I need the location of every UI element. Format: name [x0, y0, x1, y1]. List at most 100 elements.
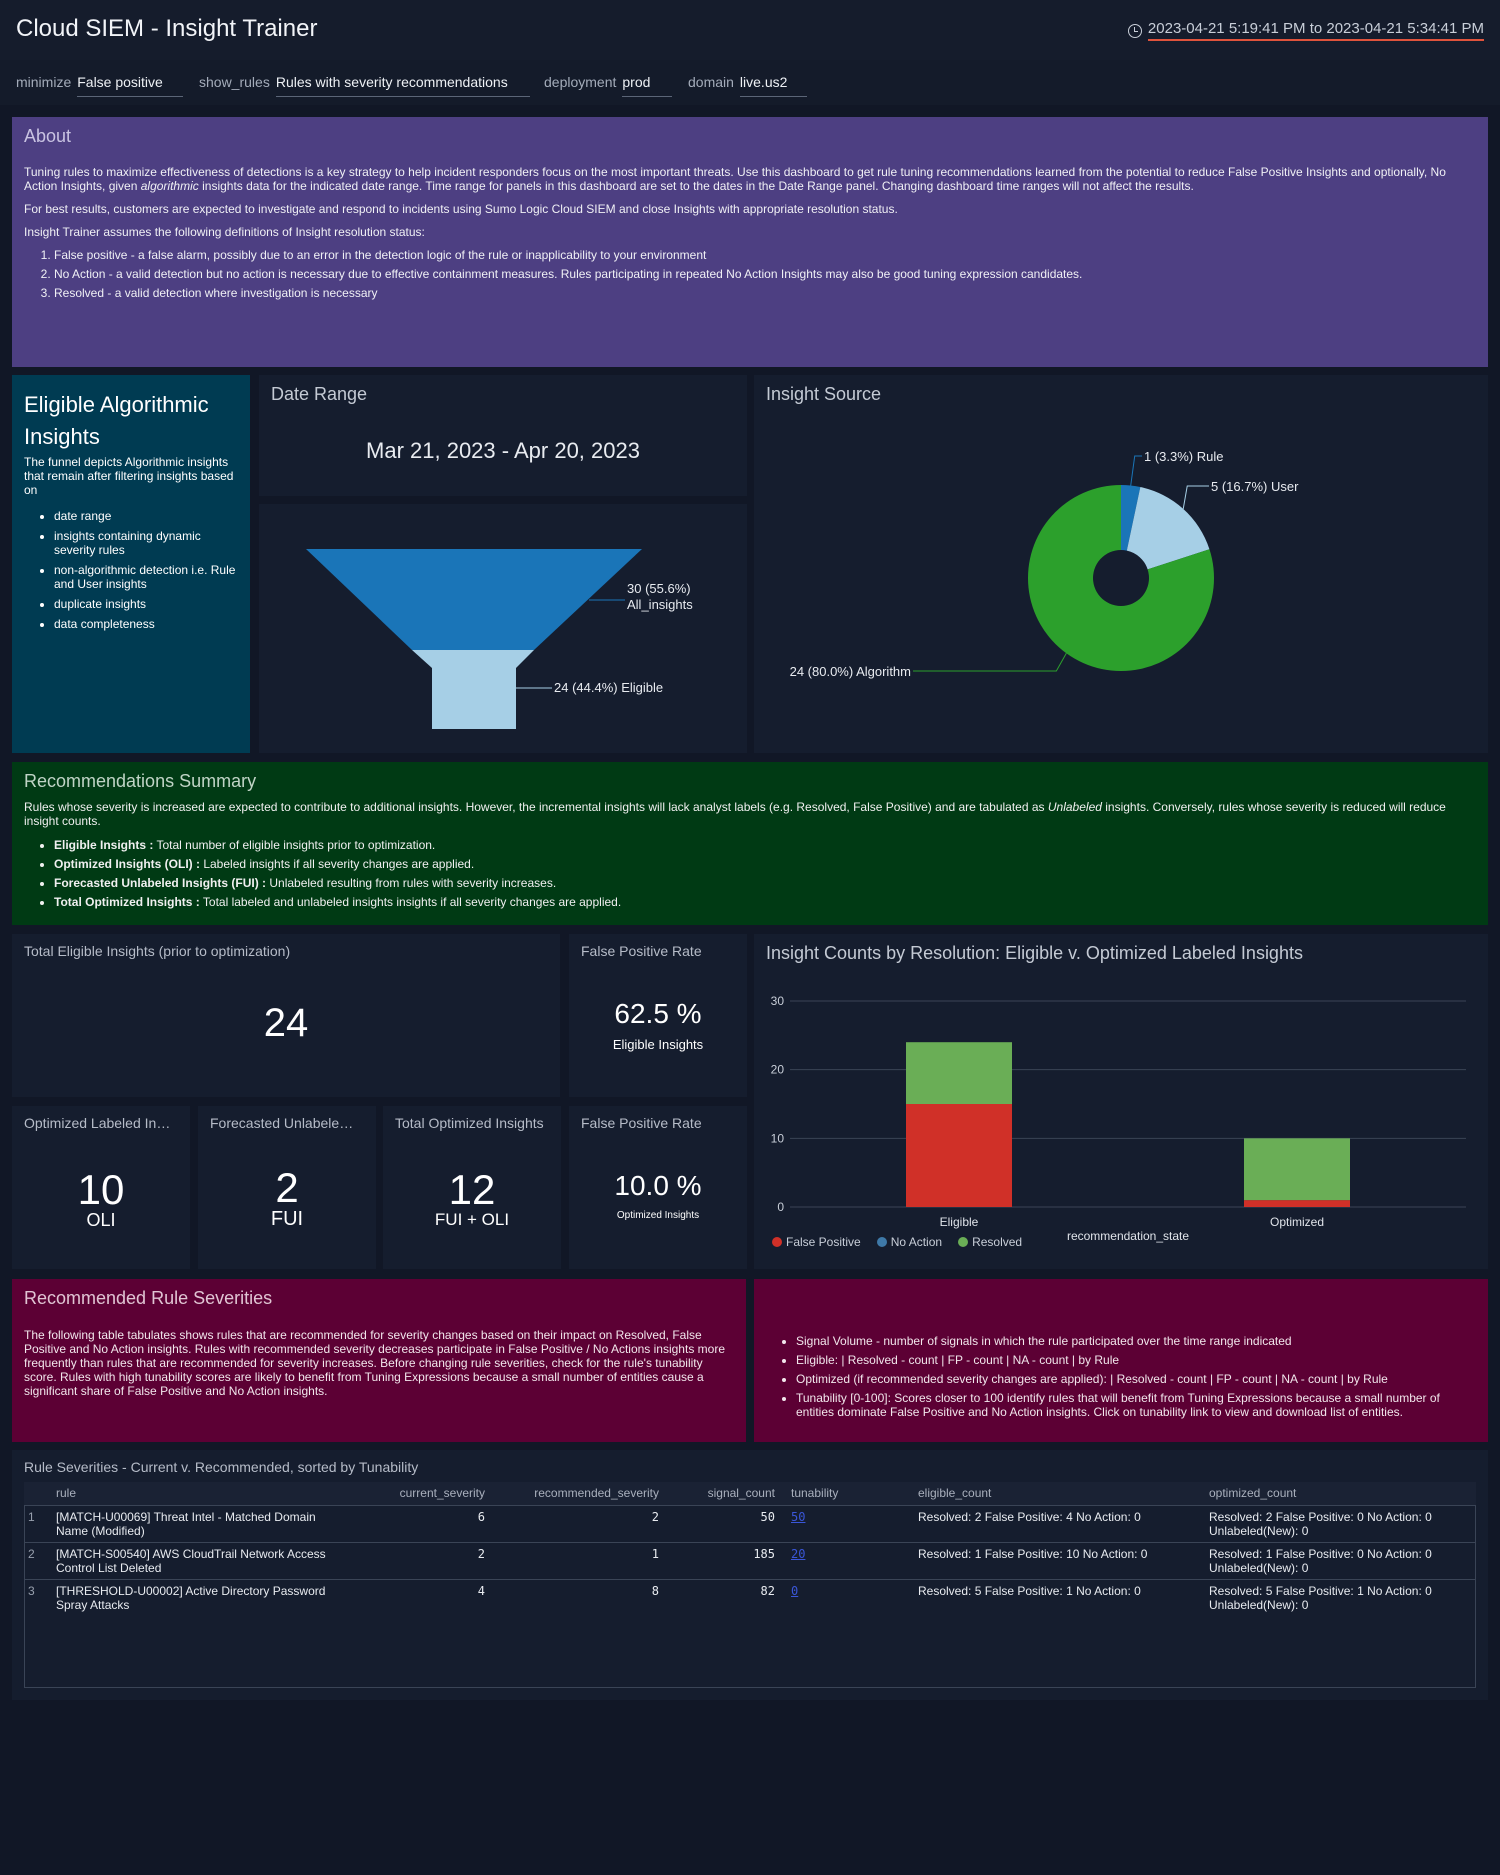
column-header-current-severity[interactable]: current_severity	[348, 1482, 493, 1505]
dashboard-title: Cloud SIEM - Insight Trainer	[16, 15, 318, 42]
text: Unlabeled	[1047, 800, 1102, 814]
rule-severities-table: rule current_severity recommended_severi…	[24, 1482, 1476, 1616]
row-index: 2	[24, 1541, 48, 1579]
legend-swatch	[876, 1237, 887, 1247]
pie-slice[interactable]	[1126, 487, 1210, 570]
filter-label: show_rules	[199, 74, 270, 90]
column-header-signal-count[interactable]: signal_count	[667, 1482, 783, 1505]
list-item: Tunability [0-100]: Scores closer to 100…	[796, 1391, 1468, 1419]
pie-leader-line	[913, 652, 1067, 672]
table-row: 3 [THRESHOLD-U00002] Active Directory Pa…	[24, 1578, 1476, 1616]
legend-item-no-action[interactable]: No Action	[876, 1235, 943, 1249]
list-item: non-algorithmic detection i.e. Rule and …	[54, 563, 240, 591]
total-optimized-subtitle: FUI + OLI	[434, 1210, 510, 1229]
list-item: Eligible Insights : Total number of elig…	[54, 838, 1458, 852]
list-item: date range	[54, 509, 240, 523]
panel-title: About	[24, 126, 72, 146]
filter-show-rules[interactable]: show_rules Rules with severity recommend…	[199, 74, 530, 97]
about-definitions: Insight Trainer assumes the following de…	[24, 225, 425, 239]
column-header-recommended-severity[interactable]: recommended_severity	[493, 1482, 667, 1505]
column-definitions-panel: Signal Volume - number of signals in whi…	[754, 1279, 1488, 1442]
panel-description: The funnel depicts Algorithmic insights …	[24, 455, 234, 497]
eligible-count-cell: Resolved: 5 False Positive: 1 No Action:…	[910, 1578, 1201, 1616]
filter-value[interactable]: live.us2	[739, 74, 807, 97]
current-severity-cell: 2	[348, 1541, 493, 1579]
filter-value[interactable]: Rules with severity recommendations	[275, 74, 530, 97]
panel-title: Recommended Rule Severities	[24, 1288, 273, 1308]
bar-segment[interactable]	[1244, 1138, 1350, 1201]
x-tick-label: Eligible	[940, 1215, 979, 1229]
optimized-count-cell: Resolved: 5 False Positive: 1 No Action:…	[1201, 1578, 1476, 1616]
recommended-rule-severities-panel: Recommended Rule Severities The followin…	[12, 1279, 746, 1442]
optimized-count-cell: Resolved: 2 False Positive: 0 No Action:…	[1201, 1504, 1476, 1542]
table-row: 2 [MATCH-S00540] AWS CloudTrail Network …	[24, 1541, 1476, 1579]
filter-value[interactable]: prod	[622, 74, 673, 97]
legend-swatch	[772, 1237, 782, 1247]
clock-icon	[1127, 23, 1142, 38]
rule-severities-table-panel: Rule Severities - Current v. Recommended…	[12, 1450, 1488, 1700]
about-best-results: For best results, customers are expected…	[24, 202, 898, 216]
tunability-link[interactable]: 20	[791, 1546, 806, 1561]
bar-segment[interactable]	[906, 1042, 1012, 1104]
row-index: 3	[24, 1578, 48, 1616]
funnel-stage-all-insights	[306, 549, 642, 650]
panel-title: Rule Severities - Current v. Recommended…	[24, 1459, 419, 1475]
time-range-text[interactable]: 2023-04-21 5:19:41 PM to 2023-04-21 5:34…	[1147, 20, 1484, 41]
list-item: Optimized (if recommended severity chang…	[796, 1372, 1468, 1386]
legend-label: Resolved	[972, 1235, 1023, 1249]
list-item: Forecasted Unlabeled Insights (FUI) : Un…	[54, 876, 1458, 890]
about-panel: About Tuning rules to maximize effective…	[12, 117, 1488, 367]
recommendations-summary-panel: Recommendations Summary Rules whose seve…	[12, 762, 1488, 925]
column-header-tunability[interactable]: tunability	[783, 1482, 910, 1505]
column-header-index	[24, 1482, 48, 1505]
text: Total Optimized Insights :	[54, 895, 200, 909]
pie-leader-line	[1182, 485, 1209, 509]
dashboard-header: Cloud SIEM - Insight Trainer 2023-04-21 …	[0, 0, 1500, 60]
filter-value[interactable]: False positive	[77, 74, 184, 97]
list-item: No Action - a valid detection but no act…	[54, 267, 1458, 281]
column-header-eligible-count[interactable]: eligible_count	[910, 1482, 1201, 1505]
column-header-optimized-count[interactable]: optimized_count	[1201, 1482, 1476, 1505]
panel-title: Recommendations Summary	[24, 771, 257, 791]
table-row: 1 [MATCH-U00069] Threat Intel - Matched …	[24, 1504, 1476, 1542]
fpr-eligible-value: 62.5 %	[614, 998, 702, 1029]
legend-label: No Action	[890, 1235, 943, 1249]
filter-label: minimize	[16, 74, 72, 90]
eligible-algorithmic-insights-panel: Eligible Algorithmic Insights The funnel…	[12, 375, 250, 753]
current-severity-cell: 6	[348, 1504, 493, 1542]
recsum-intro: Rules whose severity is increased are ex…	[24, 800, 1458, 828]
funnel-label-all-insights-name: All_insights	[627, 597, 693, 612]
text: Rules whose severity is increased are ex…	[24, 800, 1048, 814]
bar-segment[interactable]	[1244, 1200, 1350, 1207]
about-intro: Tuning rules to maximize effectiveness o…	[24, 165, 1458, 193]
legend-item-false-positive[interactable]: False Positive	[772, 1235, 861, 1249]
pie-slice[interactable]	[1121, 485, 1141, 551]
funnel-panel: 30 (55.6%) All_insights 24 (44.4%) Eligi…	[259, 504, 747, 753]
filter-domain[interactable]: domain live.us2	[688, 74, 807, 97]
pie-slice[interactable]	[1028, 485, 1214, 671]
panel-title: Total Eligible Insights (prior to optimi…	[24, 943, 291, 959]
text: insights data for the indicated date ran…	[198, 179, 1194, 193]
list-item: data completeness	[54, 617, 240, 631]
filter-minimize[interactable]: minimize False positive	[16, 74, 184, 97]
panel-title: Eligible Algorithmic Insights	[24, 392, 209, 449]
legend-item-resolved[interactable]: Resolved	[958, 1235, 1022, 1249]
false-positive-rate-eligible-panel: False Positive Rate 62.5 % Eligible Insi…	[569, 934, 747, 1097]
list-item: duplicate insights	[54, 597, 240, 611]
current-severity-cell: 4	[348, 1578, 493, 1616]
tunability-cell: 50	[783, 1504, 910, 1542]
rule-cell: [THRESHOLD-U00002] Active Directory Pass…	[48, 1578, 348, 1616]
column-header-rule[interactable]: rule	[48, 1482, 348, 1505]
filter-deployment[interactable]: deployment prod	[544, 74, 673, 97]
time-range-picker[interactable]: 2023-04-21 5:19:41 PM to 2023-04-21 5:34…	[1127, 20, 1484, 41]
tunability-link[interactable]: 50	[791, 1509, 806, 1524]
funnel-label-all-insights: 30 (55.6%)	[627, 581, 691, 596]
recommended-severity-cell: 8	[493, 1578, 667, 1616]
funnel-stage-eligible	[412, 650, 534, 729]
recommended-severity-cell: 1	[493, 1541, 667, 1579]
row-index: 1	[24, 1504, 48, 1542]
tunability-link[interactable]: 0	[791, 1583, 799, 1598]
bar-segment[interactable]	[906, 1104, 1012, 1207]
text: algorithmic	[140, 179, 199, 193]
pie-leader-line	[1130, 455, 1142, 486]
